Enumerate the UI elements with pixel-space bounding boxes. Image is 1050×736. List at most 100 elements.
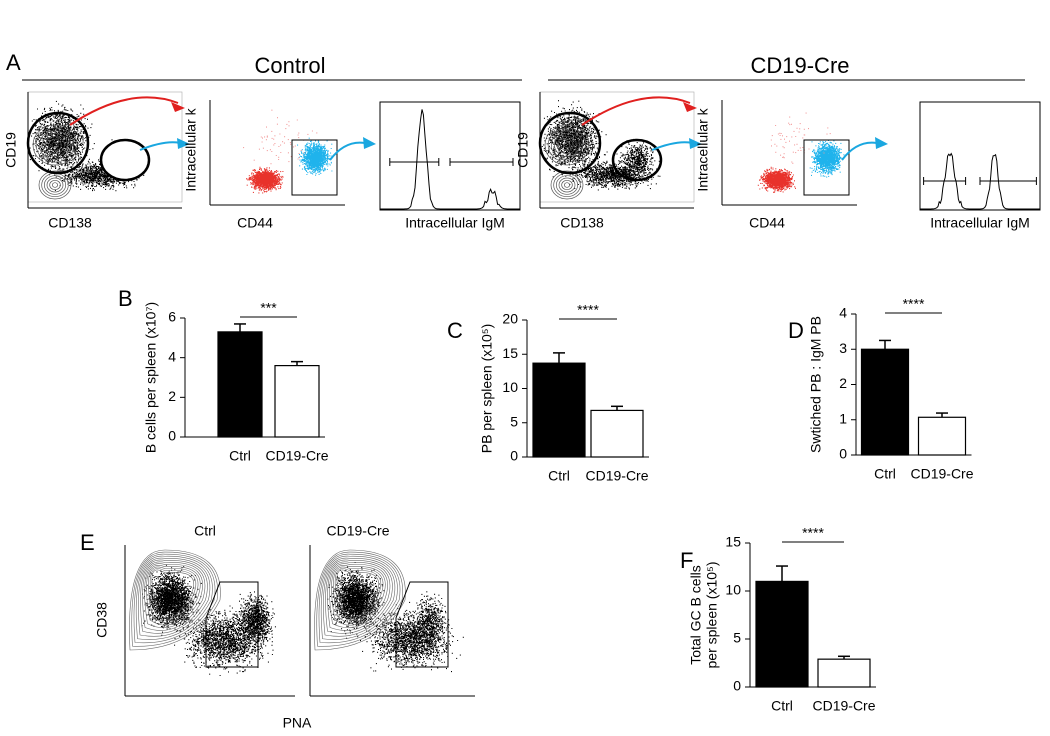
y-tick-label: 6 bbox=[168, 309, 176, 325]
axis-label: CD44 bbox=[237, 215, 273, 231]
contour bbox=[333, 566, 384, 624]
event-dots bbox=[243, 109, 318, 165]
contour bbox=[561, 179, 573, 191]
group-title: CD19-Cre bbox=[750, 53, 849, 78]
y-tick-label: 1 bbox=[839, 410, 847, 426]
contour bbox=[38, 170, 72, 200]
contour bbox=[151, 569, 195, 619]
event-dots bbox=[757, 166, 796, 194]
contour bbox=[560, 138, 574, 152]
contour bbox=[135, 555, 213, 640]
x-tick-label: CD19-Cre bbox=[910, 466, 973, 482]
event-dots bbox=[141, 564, 202, 636]
contour bbox=[327, 561, 391, 631]
axis-label: Intracellular k bbox=[695, 107, 711, 191]
gate-arrow bbox=[581, 96, 691, 126]
x-tick-label: Ctrl bbox=[548, 468, 570, 484]
x-tick-label: CD19-Cre bbox=[812, 698, 875, 714]
bar bbox=[532, 362, 586, 458]
histogram-gate bbox=[389, 158, 440, 166]
significance-label: **** bbox=[577, 302, 599, 318]
significance-label: **** bbox=[903, 296, 925, 312]
arrow-head bbox=[689, 138, 702, 149]
contour bbox=[133, 553, 216, 644]
bar bbox=[217, 331, 263, 438]
panel-letter: C bbox=[447, 318, 463, 343]
contour bbox=[51, 141, 59, 149]
contour bbox=[35, 127, 75, 163]
contour bbox=[314, 549, 406, 651]
gate bbox=[611, 138, 663, 182]
y-tick-label: 5 bbox=[510, 413, 518, 429]
contour bbox=[329, 563, 388, 628]
contour bbox=[318, 553, 401, 644]
gate bbox=[205, 581, 259, 668]
group-title: Control bbox=[255, 53, 326, 78]
panel-letter: E bbox=[80, 530, 95, 555]
plot-frame bbox=[919, 101, 1041, 211]
contour bbox=[48, 138, 62, 152]
contour bbox=[334, 568, 382, 621]
y-tick-label: 20 bbox=[502, 311, 518, 327]
x-tick-label: Ctrl bbox=[771, 698, 793, 714]
contour bbox=[553, 172, 581, 198]
contour bbox=[336, 569, 380, 619]
event-dots bbox=[233, 591, 276, 650]
panel-letter: B bbox=[118, 286, 133, 311]
arrow-head bbox=[683, 102, 697, 112]
significance-label: *** bbox=[260, 300, 277, 316]
event-dots bbox=[409, 591, 450, 650]
bar bbox=[917, 416, 967, 456]
x-tick-label: CD19-Cre bbox=[265, 448, 328, 464]
y-tick-label: 4 bbox=[839, 305, 847, 321]
gate bbox=[395, 581, 449, 668]
event-dots bbox=[297, 137, 333, 176]
gate bbox=[291, 139, 338, 196]
contour bbox=[138, 557, 211, 637]
y-tick-label: 2 bbox=[839, 375, 847, 391]
axis-label: PNA bbox=[283, 715, 312, 731]
contour bbox=[316, 551, 403, 647]
contour bbox=[131, 551, 218, 647]
histogram bbox=[920, 152, 1040, 210]
y-tick-label: 4 bbox=[168, 348, 176, 364]
event-dots bbox=[809, 139, 845, 178]
contour bbox=[558, 177, 576, 193]
contour bbox=[43, 175, 67, 195]
contour bbox=[38, 130, 72, 160]
event-dots bbox=[614, 138, 656, 180]
gate bbox=[99, 138, 151, 182]
contour bbox=[547, 127, 587, 163]
event-dots bbox=[327, 561, 385, 639]
histogram-gate bbox=[923, 177, 967, 185]
contour bbox=[32, 124, 78, 166]
contour bbox=[331, 565, 386, 626]
event-dots bbox=[246, 166, 284, 194]
y-axis-label: per spleen (x10⁵) bbox=[704, 562, 720, 669]
bar bbox=[274, 365, 320, 438]
plot-title: CD19-Cre bbox=[326, 523, 389, 539]
axis-label: Intracellular IgM bbox=[405, 215, 505, 231]
contour bbox=[320, 555, 398, 640]
contour bbox=[563, 141, 571, 149]
y-tick-label: 0 bbox=[510, 448, 518, 464]
gate bbox=[803, 139, 850, 196]
y-tick-label: 15 bbox=[725, 534, 741, 550]
histogram-gate bbox=[979, 177, 1037, 185]
y-tick-label: 2 bbox=[168, 388, 176, 404]
axis-label: CD138 bbox=[560, 215, 604, 231]
contour bbox=[129, 549, 221, 651]
contour bbox=[148, 566, 199, 624]
arrow-head bbox=[363, 137, 376, 149]
contour bbox=[51, 182, 59, 188]
contour bbox=[323, 557, 396, 637]
arrow-head bbox=[875, 137, 888, 149]
contour bbox=[140, 559, 208, 634]
axis-label: CD44 bbox=[749, 215, 785, 231]
y-tick-label: 0 bbox=[733, 678, 741, 694]
y-tick-label: 3 bbox=[839, 340, 847, 356]
axis-label: CD19 bbox=[515, 132, 531, 168]
contour bbox=[149, 568, 197, 621]
gate-arrow bbox=[139, 141, 181, 151]
contour bbox=[555, 175, 579, 195]
